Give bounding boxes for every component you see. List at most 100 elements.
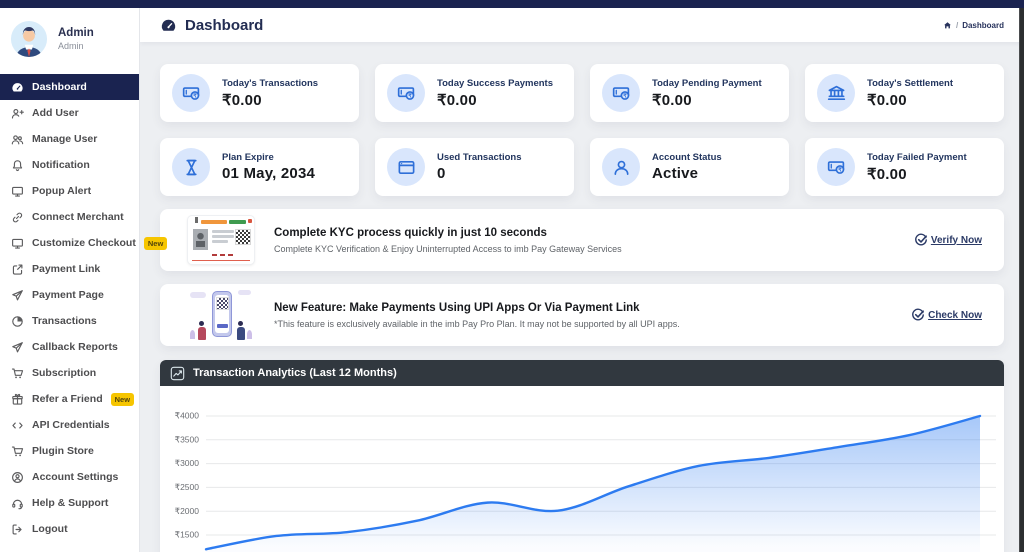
sidebar-item-transactions[interactable]: Transactions — [0, 308, 139, 334]
sidebar-item-manage-user[interactable]: Manage User — [0, 126, 139, 152]
banner-title: New Feature: Make Payments Using UPI App… — [274, 301, 640, 314]
add-user-icon — [11, 107, 24, 120]
svg-text:₹2000: ₹2000 — [175, 506, 200, 516]
bank-icon — [827, 84, 846, 103]
sidebar-item-notification[interactable]: Notification — [0, 152, 139, 178]
sidebar-item-payment-page[interactable]: Payment Page — [0, 282, 139, 308]
page-scrollbar[interactable] — [1019, 8, 1024, 552]
chart-title: Transaction Analytics (Last 12 Months) — [193, 367, 397, 379]
profile-name: Admin — [58, 27, 94, 39]
sidebar-item-help-support[interactable]: Help & Support — [0, 490, 139, 516]
stat-icon-circle — [817, 74, 855, 112]
send-icon — [11, 289, 24, 302]
sidebar-item-label: Customize Checkout — [32, 237, 136, 249]
banner-check-now: New Feature: Make Payments Using UPI App… — [160, 284, 1004, 346]
stat-value: 01 May, 2034 — [222, 165, 316, 182]
stat-label: Used Transactions — [437, 152, 522, 163]
trend-up-icon — [170, 366, 185, 381]
sidebar-item-payment-link[interactable]: Payment Link — [0, 256, 139, 282]
new-badge: New — [110, 392, 135, 406]
page-title-row: Dashboard — [160, 17, 263, 34]
analytics-panel: Transaction Analytics (Last 12 Months) ₹… — [160, 360, 1004, 552]
svg-text:₹3500: ₹3500 — [175, 434, 200, 444]
user-icon — [612, 158, 631, 177]
stat-icon-circle: ₹ — [602, 74, 640, 112]
top-navy-bar — [0, 0, 1024, 8]
dashboard-icon — [160, 17, 177, 34]
browser-icon — [397, 158, 416, 177]
stats-grid: ₹ Today's Transactions ₹0.00 ₹ Today Success… — [160, 64, 1004, 196]
sidebar-item-label: Subscription — [32, 367, 97, 379]
stat-label: Today's Settlement — [867, 77, 954, 89]
notification-icon — [11, 159, 24, 172]
sidebar-item-label: Notification — [32, 159, 90, 171]
external-link-icon — [11, 263, 24, 276]
banner-subtitle: Complete KYC Verification & Enjoy Uninte… — [274, 243, 622, 254]
analytics-panel-header: Transaction Analytics (Last 12 Months) — [160, 360, 1004, 386]
link-icon — [11, 211, 24, 224]
page-title: Dashboard — [185, 16, 264, 34]
sidebar-item-add-user[interactable]: Add User — [0, 100, 139, 126]
sidebar-item-logout[interactable]: Logout — [0, 516, 139, 542]
stat-label: Today Pending Payment — [652, 77, 762, 89]
svg-text:₹2500: ₹2500 — [175, 482, 200, 492]
cart-icon — [11, 445, 24, 458]
headset-icon — [11, 497, 24, 510]
popup-alert-icon — [11, 185, 24, 198]
dashboard-icon — [11, 81, 24, 94]
hourglass-icon — [182, 158, 201, 177]
sidebar-item-popup-alert[interactable]: Popup Alert — [0, 178, 139, 204]
stat-label: Today Failed Payment — [867, 151, 967, 163]
home-icon[interactable] — [943, 21, 952, 30]
upi-illustration — [188, 290, 254, 340]
stat-card-account-status: Account Status Active — [590, 138, 789, 196]
banner-title: Complete KYC process quickly in just 10 … — [274, 226, 547, 239]
gift-icon — [11, 393, 24, 406]
sidebar-item-label: Help & Support — [32, 497, 109, 509]
stat-icon-circle: ₹ — [387, 74, 425, 112]
breadcrumb-current: Dashboard — [962, 20, 1004, 30]
sidebar-item-label: Popup Alert — [32, 185, 92, 197]
action-label: Verify Now — [930, 234, 982, 246]
banner-verify-now: Complete KYC process quickly in just 10 … — [160, 209, 1004, 271]
verify-now-link[interactable]: Verify Now — [914, 233, 982, 247]
monitor-icon — [11, 237, 24, 250]
sidebar-item-label: Account Settings — [32, 471, 119, 483]
logout-icon — [11, 523, 24, 536]
check-circle-icon — [914, 233, 928, 247]
page-header: Dashboard / Dashboard — [140, 8, 1024, 42]
stat-card-used-transactions: Used Transactions 0 — [375, 138, 574, 196]
breadcrumb-separator: / — [955, 20, 959, 30]
svg-text:₹4000: ₹4000 — [175, 411, 200, 421]
stat-label: Account Status — [652, 152, 722, 163]
sidebar-item-plugin-store[interactable]: Plugin Store — [0, 438, 139, 464]
sidebar-item-api-credentials[interactable]: API Credentials — [0, 412, 139, 438]
stat-label: Plan Expire — [222, 152, 274, 163]
sidebar-item-label: Connect Merchant — [32, 211, 124, 223]
stat-card-today-success-payments: ₹ Today Success Payments ₹0.00 — [375, 64, 574, 122]
sidebar-item-account-settings[interactable]: Account Settings — [0, 464, 139, 490]
send-icon — [11, 341, 24, 354]
code-icon — [11, 419, 24, 432]
stat-value: ₹0.00 — [867, 91, 907, 109]
sidebar-item-label: Payment Link — [32, 263, 101, 275]
cash-icon: ₹ — [612, 84, 631, 103]
check-circle-icon — [911, 308, 925, 322]
sidebar-item-refer-a-friend[interactable]: Refer a Friend New — [0, 386, 139, 412]
sidebar-item-label: API Credentials — [32, 419, 110, 431]
sidebar-item-label: Refer a Friend — [32, 393, 103, 405]
svg-text:₹1500: ₹1500 — [175, 530, 200, 540]
sidebar-item-dashboard[interactable]: Dashboard — [0, 74, 139, 100]
stat-value: ₹0.00 — [222, 91, 262, 109]
sidebar-item-connect-merchant[interactable]: Connect Merchant — [0, 204, 139, 230]
sidebar-item-customize-checkout[interactable]: Customize Checkout New — [0, 230, 168, 256]
check-now-link[interactable]: Check Now — [911, 308, 982, 322]
sidebar-item-label: Transactions — [32, 315, 97, 327]
banners: Complete KYC process quickly in just 10 … — [160, 209, 1004, 346]
sidebar-item-callback-reports[interactable]: Callback Reports — [0, 334, 139, 360]
stat-value: 0 — [437, 165, 446, 182]
sidebar: Admin Admin Dashboard Add User Manage User… — [0, 8, 168, 552]
transaction-analytics-chart: ₹4000 ₹3500 ₹3000 ₹2500 ₹2000 ₹1500 — [160, 386, 1004, 552]
sidebar-item-subscription[interactable]: Subscription — [0, 360, 139, 386]
sidebar-item-label: Add User — [32, 107, 79, 119]
